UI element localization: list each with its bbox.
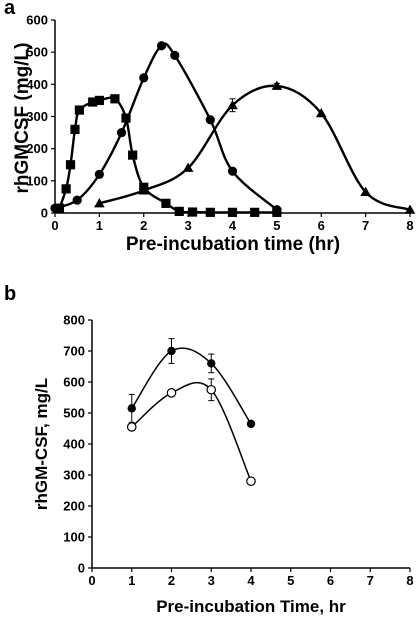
data-point-circle: [72, 195, 82, 205]
data-point-circle: [170, 50, 180, 60]
data-point-triangle: [404, 204, 416, 214]
data-point-square: [61, 184, 71, 194]
data-point-circle: [272, 205, 282, 215]
x-tick-label: 2: [140, 218, 147, 233]
x-tick-label: 4: [229, 218, 237, 233]
data-point-square: [70, 124, 80, 134]
y-tick-label: 400: [26, 77, 48, 92]
data-point-square: [88, 97, 98, 107]
x-tick-label: 6: [327, 573, 334, 588]
x-tick-label: 2: [168, 573, 175, 588]
panel-letter-a: a: [4, 0, 16, 19]
data-point-circle: [116, 127, 127, 138]
data-point-triangle: [94, 198, 105, 208]
y-tick-label: 400: [63, 437, 85, 452]
data-point-square: [161, 198, 171, 208]
data-point-filled-circle: [167, 346, 176, 356]
y-axis-title: rhGMCSF (mg/L): [12, 43, 33, 194]
data-point-square: [121, 113, 131, 123]
y-tick-label: 100: [26, 173, 48, 188]
y-tick-label: 300: [26, 109, 48, 124]
data-point-open-circle: [246, 476, 256, 486]
series-line-triangle: [99, 84, 411, 211]
data-point-triangle: [271, 80, 283, 90]
data-point-circle: [94, 169, 104, 179]
data-point-triangle: [227, 99, 238, 110]
x-tick-label: 5: [287, 573, 294, 588]
x-tick-label: 3: [185, 218, 192, 233]
x-tick-label: 6: [318, 218, 325, 233]
x-tick-label: 7: [362, 218, 369, 233]
data-point-circle: [50, 203, 60, 213]
data-point-square: [227, 207, 238, 217]
y-tick-label: 600: [26, 13, 48, 28]
x-tick-label: 8: [406, 573, 413, 588]
x-tick-label: 8: [406, 218, 413, 233]
x-axis-title: Pre-incubation time (hr): [126, 234, 340, 255]
panel-letter-b: b: [4, 283, 16, 305]
y-tick-label: 500: [63, 406, 85, 421]
x-tick-label: 5: [273, 218, 280, 233]
y-tick-label: 700: [63, 344, 85, 359]
data-point-square: [110, 94, 120, 104]
x-tick-label: 4: [247, 573, 255, 588]
series-line-square: [58, 96, 277, 214]
data-point-filled-circle: [207, 359, 216, 368]
data-point-triangle: [138, 185, 150, 195]
y-tick-label: 100: [63, 530, 85, 545]
data-point-circle: [227, 166, 238, 176]
chart-panel-a: a 0 100 200 300 400 500 600 0 1 2 3 4 5 6 7 8 rhGMCSF (mg…: [4, 0, 416, 255]
y-tick-label: 0: [41, 206, 48, 221]
data-point-triangle: [360, 186, 371, 197]
data-point-circle: [139, 73, 149, 83]
data-point-open-circle: [126, 422, 137, 432]
x-tick-label: 1: [96, 218, 103, 233]
data-point-open-circle: [166, 388, 177, 398]
y-tick-label: 200: [26, 141, 48, 156]
data-point-square: [205, 207, 215, 217]
data-point-square: [250, 207, 260, 217]
data-point-square: [174, 206, 184, 216]
x-tick-label: 0: [51, 218, 58, 233]
series-line-filled-circle: [131, 347, 252, 425]
data-point-circle: [156, 41, 167, 51]
data-point-filled-circle: [246, 419, 256, 429]
y-tick-label: 0: [78, 561, 85, 576]
y-tick-label: 300: [63, 468, 85, 483]
data-point-filled-circle: [127, 404, 136, 413]
y-tick-label: 200: [63, 499, 85, 514]
data-point-square: [65, 160, 76, 170]
chart-panel-b: b 0 100 200 300 400 500 600 700 800 0 1 2 3 4 5 6 7 8 rhGM-…: [4, 283, 414, 616]
x-axis-title: Pre-incubation Time, hr: [156, 597, 346, 616]
data-point-square: [187, 207, 198, 217]
data-point-triangle: [182, 162, 194, 172]
series-line-circle: [54, 42, 278, 211]
y-tick-label: 800: [63, 313, 85, 328]
x-tick-label: 7: [367, 573, 374, 588]
data-point-square: [94, 95, 104, 106]
y-axis-title: rhGM-CSF, mg/L: [32, 378, 51, 510]
series-line-open-circle: [131, 381, 252, 482]
y-tick-label: 500: [26, 45, 48, 60]
y-tick-label: 600: [63, 375, 85, 390]
data-point-square: [74, 105, 85, 115]
x-tick-label: 3: [208, 573, 215, 588]
data-point-open-circle: [206, 384, 217, 395]
x-tick-label: 1: [128, 573, 135, 588]
data-point-triangle: [315, 107, 327, 118]
data-point-square: [128, 150, 138, 160]
x-tick-label: 0: [88, 573, 95, 588]
data-point-circle: [205, 115, 215, 125]
